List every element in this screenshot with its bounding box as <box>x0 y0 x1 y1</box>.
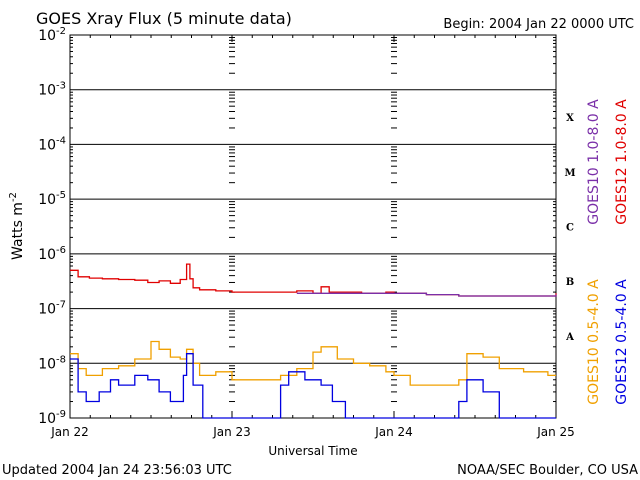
flare-class-label: B <box>566 277 574 288</box>
series-line-goes12-0-5-4-0-a <box>70 353 556 419</box>
y-tick-base: 10 <box>38 137 56 153</box>
flare-class-label: X <box>566 113 574 124</box>
y-tick-exponent: -7 <box>56 300 66 311</box>
flare-class-labels: X M C B A <box>564 113 575 343</box>
legend-entry: GOES12 0.5-4.0 A <box>614 279 630 405</box>
legend: GOES10 1.0-8.0 A GOES12 1.0-8.0 A GOES10 0… <box>586 99 630 405</box>
y-tick-exponent: -3 <box>56 81 66 92</box>
x-axis-label: Universal Time <box>268 444 357 458</box>
y-tick-exponent: -2 <box>56 26 66 37</box>
y-tick-base: 10 <box>38 192 56 208</box>
legend-entry: GOES12 1.0-8.0 A <box>614 99 630 225</box>
y-tick-base: 10 <box>38 83 56 99</box>
flare-class-label: A <box>565 332 574 343</box>
y-axis-label: Watts m-2 <box>8 192 26 260</box>
grid <box>70 89 556 364</box>
series-layer <box>70 263 557 419</box>
y-axis-label-text: Watts m <box>10 202 26 260</box>
y-tick-label: 10-6 <box>38 245 66 263</box>
x-tick-label: Jan 25 <box>536 425 575 439</box>
y-tick-base: 10 <box>38 302 56 318</box>
y-tick-exponent: -5 <box>56 190 66 201</box>
y-tick-label: 10-4 <box>38 135 66 153</box>
y-tick-base: 10 <box>38 411 56 427</box>
series-line-goes10-1-0-8-0-a <box>296 292 557 297</box>
y-tick-base: 10 <box>38 356 56 372</box>
y-tick-label: 10-9 <box>38 409 66 427</box>
y-axis-label-exponent: -2 <box>8 192 19 202</box>
x-tick-labels: Jan 22 Jan 23 Jan 24 Jan 25 <box>50 425 575 439</box>
begin-label: Begin: 2004 Jan 22 0000 UTC <box>443 17 634 32</box>
flare-class-label: M <box>564 168 575 179</box>
y-tick-exponent: -9 <box>56 409 66 420</box>
x-tick-label: Jan 24 <box>374 425 413 439</box>
x-tick-label: Jan 23 <box>212 425 251 439</box>
y-tick-label: 10-2 <box>38 26 66 44</box>
legend-entry: GOES10 0.5-4.0 A <box>586 279 602 405</box>
y-tick-label: 10-7 <box>38 300 66 318</box>
series-line-goes12-1-0-8-0-a <box>70 263 557 297</box>
y-tick-label: 10-5 <box>38 190 66 208</box>
y-tick-label: 10-8 <box>38 354 66 372</box>
y-tick-exponent: -6 <box>56 245 66 256</box>
chart-title: GOES Xray Flux (5 minute data) <box>36 9 292 28</box>
updated-timestamp: Updated 2004 Jan 24 23:56:03 UTC <box>2 463 232 478</box>
credit-label: NOAA/SEC Boulder, CO USA <box>457 463 638 478</box>
y-tick-label: 10-3 <box>38 81 66 99</box>
legend-entry: GOES10 1.0-8.0 A <box>586 99 602 225</box>
y-tick-exponent: -8 <box>56 354 66 365</box>
y-tick-base: 10 <box>38 247 56 263</box>
flare-class-label: C <box>566 223 574 234</box>
y-tick-exponent: -4 <box>56 135 66 146</box>
y-tick-base: 10 <box>38 28 56 44</box>
x-tick-label: Jan 22 <box>50 425 89 439</box>
y-tick-labels: 10-210-310-410-510-610-710-810-9 <box>38 26 66 427</box>
